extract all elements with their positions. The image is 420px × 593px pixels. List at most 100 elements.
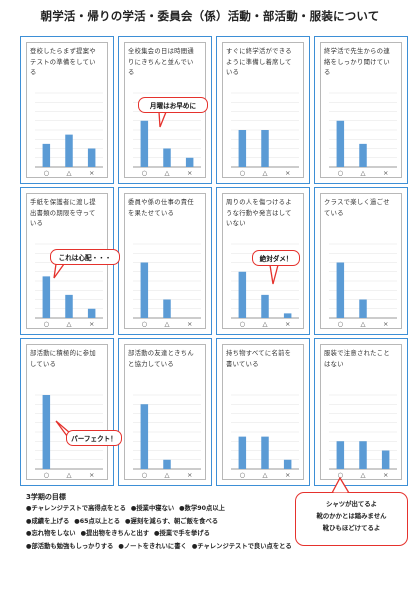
goal-item: ●授業中寝ない <box>130 505 175 512</box>
bar <box>238 271 247 318</box>
survey-grid: 登校したらまず提案やテストの準備をしている ○ △ × 全校集会の日は時間通りにきちんと… <box>20 36 408 486</box>
bar <box>140 120 149 167</box>
bar <box>261 436 269 469</box>
x-tick-label: ○ <box>43 169 49 177</box>
chart-panel: すぐに終学活ができるように準備し着席している ○ △ × <box>216 36 310 184</box>
callout-bubble: 絶対ダメ！ <box>252 250 300 266</box>
bar <box>140 404 149 469</box>
chart-panel: クラスで楽しく過ごせている ○ △ × <box>314 187 408 335</box>
note-line: 靴ひもほどけてるよ <box>322 524 381 532</box>
x-tick-label: △ <box>67 320 72 328</box>
chart-frame <box>124 344 206 480</box>
chart-frame <box>320 42 402 178</box>
bar-chart: ○ △ × <box>231 92 299 177</box>
bar <box>42 276 51 318</box>
bar-chart: ○ △ × <box>329 394 397 479</box>
chart-frame <box>320 344 402 480</box>
bar-chart: ○ △ × <box>329 243 397 328</box>
goal-line: ●部活動も勉強もしっかりする ●ノートをきれいに書く ●チャレンジテストで良い点をと… <box>26 541 326 554</box>
goal-item: ●忘れ物をしない <box>26 530 76 537</box>
callout-bubble: 月曜はお早めに <box>138 97 208 113</box>
x-tick-label: × <box>383 320 388 328</box>
goal-line: ●成績を上げる ●65点以上とる ●遅刻を減らす、朝ご飯を食べる <box>26 516 326 529</box>
chart-title: 委員や係の仕事の責任を果たせている <box>128 199 194 217</box>
x-tick-label: × <box>187 471 192 479</box>
goal-item: ●ノートをきれいに書く <box>118 542 187 550</box>
bar <box>359 441 367 469</box>
bar-chart: ○ △ × <box>35 92 103 177</box>
x-tick-label: △ <box>165 471 170 479</box>
x-tick-label: △ <box>361 471 366 479</box>
bar <box>87 148 96 167</box>
x-tick-label: × <box>285 471 290 479</box>
x-tick-label: × <box>285 320 290 328</box>
x-tick-label: ○ <box>239 169 245 177</box>
goal-item: ●遅刻を減らす、朝ご飯を食べる <box>125 517 219 525</box>
chart-panel: 登校したらまず提案やテストの準備をしている ○ △ × <box>20 36 114 184</box>
x-tick-label: △ <box>67 471 72 479</box>
note-line: シャツが出てるよ <box>325 500 378 508</box>
bar <box>283 313 292 318</box>
clothing-note: シャツが出てるよ 靴のかかとは踏みません 靴ひもほどけてるよ <box>295 492 408 546</box>
chart-panel: 部活動に積極的に参加している ○ △ × <box>20 338 114 486</box>
chart-frame <box>222 193 304 329</box>
chart-title: 持ち物すべてに名前を書いている <box>226 350 292 368</box>
x-tick-label: × <box>285 169 290 177</box>
bar-chart: ○ △ × <box>231 394 299 479</box>
goal-item: ●65点以上とる <box>74 517 121 525</box>
bar <box>185 157 194 167</box>
goal-item: ●チャレンジテストで良い点をとる <box>191 542 292 550</box>
bar <box>336 262 345 318</box>
chart-title: 服装で注意されたことはない <box>324 350 390 368</box>
goal-item: ●成績を上げる <box>26 517 70 525</box>
goal-item: ●数学90点以上 <box>179 505 225 512</box>
x-tick-label: △ <box>263 320 268 328</box>
chart-title: 終学活で先生からの連絡をしっかり聞けている <box>324 48 390 76</box>
bar-chart: ○ △ × <box>133 243 201 328</box>
x-tick-label: ○ <box>239 320 245 328</box>
bar <box>163 299 171 318</box>
x-tick-label: ○ <box>43 471 49 479</box>
chart-frame <box>320 193 402 329</box>
x-tick-label: △ <box>263 471 268 479</box>
x-tick-label: ○ <box>337 471 343 479</box>
x-tick-label: ○ <box>337 169 343 177</box>
callout-bubble: これは心配・・・ <box>50 249 120 265</box>
chart-title: 部活動の友達ときちんと協力している <box>128 350 194 368</box>
x-tick-label: △ <box>165 169 170 177</box>
x-tick-label: ○ <box>141 169 147 177</box>
chart-frame <box>26 344 108 480</box>
chart-title: 手紙を保護者に渡し提出書類の期限を守っている <box>30 199 96 227</box>
x-tick-label: ○ <box>239 471 245 479</box>
goal-item: ●チャレンジテストで高得点をとる <box>26 505 126 512</box>
goal-item: ●授業で手を挙げる <box>154 530 210 537</box>
bar <box>238 130 247 167</box>
goal-line: ●忘れ物をしない ●提出物をきちんと出す ●授業で手を挙げる <box>26 528 326 541</box>
bar-chart: ○ △ × <box>35 394 103 479</box>
x-tick-label: ○ <box>141 320 147 328</box>
x-tick-label: ○ <box>337 320 343 328</box>
chart-panel: 終学活で先生からの連絡をしっかり聞けている ○ △ × <box>314 36 408 184</box>
bar <box>261 294 269 318</box>
bar-chart: ○ △ × <box>329 92 397 177</box>
x-tick-label: △ <box>263 169 268 177</box>
bar <box>42 143 51 167</box>
chart-title: 部活動に積極的に参加している <box>30 350 96 368</box>
x-tick-label: △ <box>361 169 366 177</box>
bar <box>238 436 247 469</box>
bar <box>336 441 345 469</box>
x-tick-label: × <box>89 471 94 479</box>
chart-title: すぐに終学活ができるように準備し着席している <box>226 48 292 76</box>
chart-title: 周りの人を傷つけるような行動や発言はしていない <box>226 199 292 227</box>
bar <box>261 130 269 167</box>
chart-title: クラスで楽しく過ごせている <box>324 199 390 217</box>
bar <box>381 450 390 469</box>
x-tick-label: △ <box>361 320 366 328</box>
chart-panel: 委員や係の仕事の責任を果たせている ○ △ × <box>118 187 212 335</box>
chart-frame <box>222 42 304 178</box>
bar-chart: ○ △ × <box>133 394 201 479</box>
note-line: 靴のかかとは踏みません <box>316 512 387 520</box>
x-tick-label: △ <box>165 320 170 328</box>
goals-title: 3学期の目標 <box>26 493 66 501</box>
chart-frame <box>26 42 108 178</box>
